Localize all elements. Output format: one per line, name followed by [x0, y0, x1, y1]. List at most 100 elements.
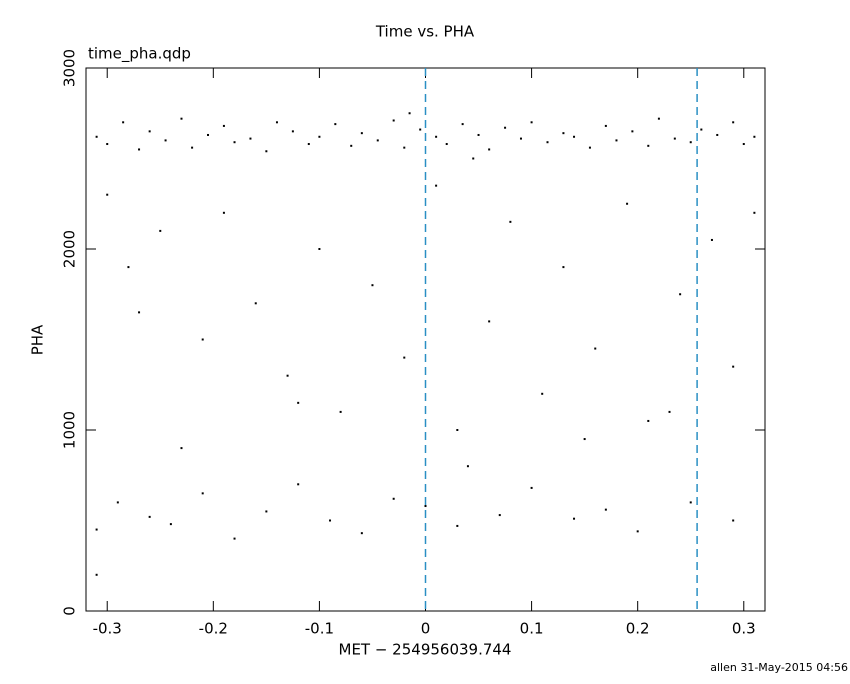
point: [588, 146, 591, 149]
point: [604, 508, 607, 511]
point: [631, 130, 634, 133]
point: [164, 139, 167, 142]
point: [318, 248, 321, 250]
point: [466, 465, 469, 468]
point: [403, 356, 406, 359]
x-tick-label: 0.1: [520, 620, 544, 638]
point: [732, 365, 735, 368]
point: [95, 528, 98, 531]
point: [180, 447, 183, 450]
point: [254, 302, 257, 305]
point: [689, 141, 692, 144]
chart-title: Time vs. PHA: [375, 23, 475, 41]
point: [488, 320, 491, 323]
point: [541, 392, 544, 395]
point: [530, 486, 533, 489]
point: [233, 141, 236, 144]
point: [95, 135, 98, 138]
x-tick-label: 0: [421, 620, 431, 638]
point: [679, 293, 682, 296]
point: [461, 123, 464, 126]
point: [435, 135, 438, 138]
point: [408, 112, 411, 115]
x-tick-label: -0.2: [199, 620, 228, 638]
point: [207, 133, 210, 136]
point: [297, 483, 300, 486]
point: [668, 410, 671, 413]
point: [403, 146, 406, 149]
point: [329, 519, 332, 522]
point: [716, 133, 719, 136]
x-axis-label: MET − 254956039.744: [339, 641, 512, 659]
point: [636, 530, 639, 533]
point: [297, 401, 300, 404]
point: [180, 117, 183, 120]
point: [95, 573, 98, 576]
point: [148, 130, 151, 133]
point: [498, 514, 501, 517]
x-tick-label: 0.2: [626, 620, 650, 638]
point: [509, 220, 512, 223]
point: [657, 117, 660, 120]
point: [456, 429, 459, 431]
point: [106, 143, 109, 146]
point: [138, 311, 141, 314]
point: [594, 347, 597, 350]
point: [530, 121, 533, 124]
point: [504, 126, 507, 129]
y-tick-label: 2000: [61, 230, 79, 268]
point: [159, 229, 162, 232]
point: [169, 523, 172, 526]
point: [339, 410, 342, 413]
point: [265, 150, 268, 153]
point: [376, 139, 379, 142]
point: [753, 135, 756, 138]
point: [562, 132, 565, 135]
footer: allen 31-May-2015 04:56: [710, 661, 848, 674]
point: [265, 510, 268, 513]
point: [116, 501, 119, 504]
point: [732, 519, 735, 522]
point: [249, 137, 252, 140]
x-tick-label: -0.1: [305, 620, 334, 638]
chart-subtitle: time_pha.qdp: [88, 45, 191, 64]
point: [350, 144, 353, 147]
point: [371, 284, 374, 287]
point: [233, 537, 236, 540]
point: [477, 133, 480, 136]
point: [689, 501, 692, 504]
point: [472, 157, 475, 160]
point: [122, 121, 125, 124]
y-axis-label: PHA: [29, 324, 47, 355]
point: [583, 438, 586, 441]
point: [604, 124, 607, 127]
point: [127, 266, 130, 269]
point: [488, 148, 491, 151]
y-tick-label: 1000: [61, 411, 79, 449]
point: [710, 238, 713, 241]
point: [673, 137, 676, 140]
point: [392, 497, 395, 500]
point: [360, 132, 363, 135]
point: [191, 146, 194, 149]
point: [222, 124, 225, 127]
point: [615, 139, 618, 142]
point: [360, 532, 363, 535]
point: [753, 211, 756, 214]
point: [732, 121, 735, 124]
point: [138, 148, 141, 151]
point: [424, 505, 427, 508]
point: [456, 524, 459, 527]
point: [435, 184, 438, 187]
point: [106, 193, 109, 196]
point: [222, 211, 225, 214]
point: [573, 135, 576, 138]
point: [647, 144, 650, 147]
point: [291, 130, 294, 133]
point: [573, 517, 576, 520]
point: [546, 141, 549, 144]
point: [519, 137, 522, 140]
point: [334, 123, 337, 126]
point: [275, 121, 278, 124]
point: [148, 515, 151, 518]
